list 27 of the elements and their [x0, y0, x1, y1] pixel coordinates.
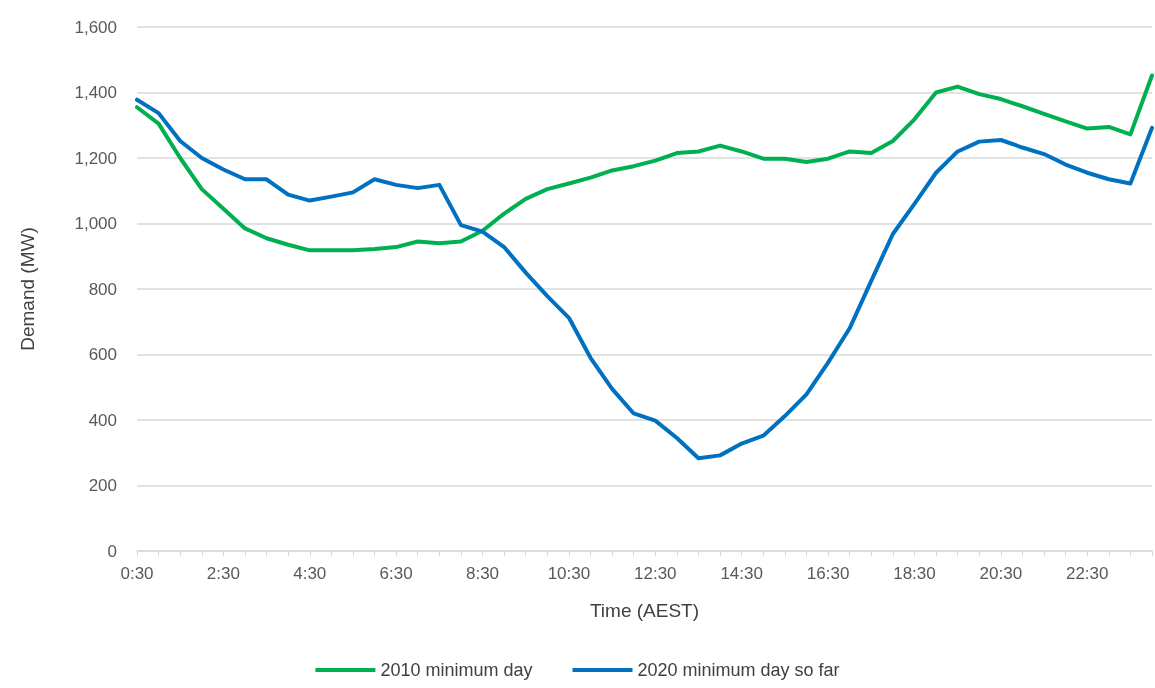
- line-series: [135, 97, 1154, 461]
- x-tick-label: 14:30: [720, 564, 763, 583]
- x-tick-label: 0:30: [120, 564, 154, 583]
- x-tick-label: 4:30: [293, 564, 327, 583]
- y-tick-label: 1,200: [74, 148, 117, 168]
- y-tick-label: 800: [88, 279, 117, 299]
- x-tick-label: 22:30: [1065, 564, 1109, 583]
- y-tick-label: 0: [107, 541, 117, 561]
- x-tick-label: 6:30: [379, 564, 413, 583]
- y-tick-label: 200: [88, 476, 117, 495]
- x-tick-label: 20:30: [979, 564, 1023, 583]
- x-tick-label: 12:30: [634, 564, 677, 583]
- line-series: [135, 73, 1154, 253]
- x-tick-label: 8:30: [465, 564, 500, 583]
- y-tick-label: 1,600: [74, 17, 117, 37]
- x-axis-title: Time (AEST): [589, 600, 700, 621]
- x-tick-label: 18:30: [893, 564, 936, 583]
- legend-label: 2010 minimum day: [380, 660, 533, 680]
- x-tick-label: 10:30: [547, 564, 591, 583]
- y-axis-title: Demand (MW): [17, 227, 38, 351]
- y-tick-label: 400: [88, 410, 117, 430]
- y-tick-label: 1,400: [74, 83, 117, 102]
- legend-label: 2020 minimum day so far: [637, 660, 840, 680]
- y-tick-label: 600: [88, 345, 117, 364]
- x-tick-label: 2:30: [206, 564, 240, 583]
- y-tick-label: 1,000: [74, 214, 117, 233]
- x-tick-label: 16:30: [806, 564, 850, 583]
